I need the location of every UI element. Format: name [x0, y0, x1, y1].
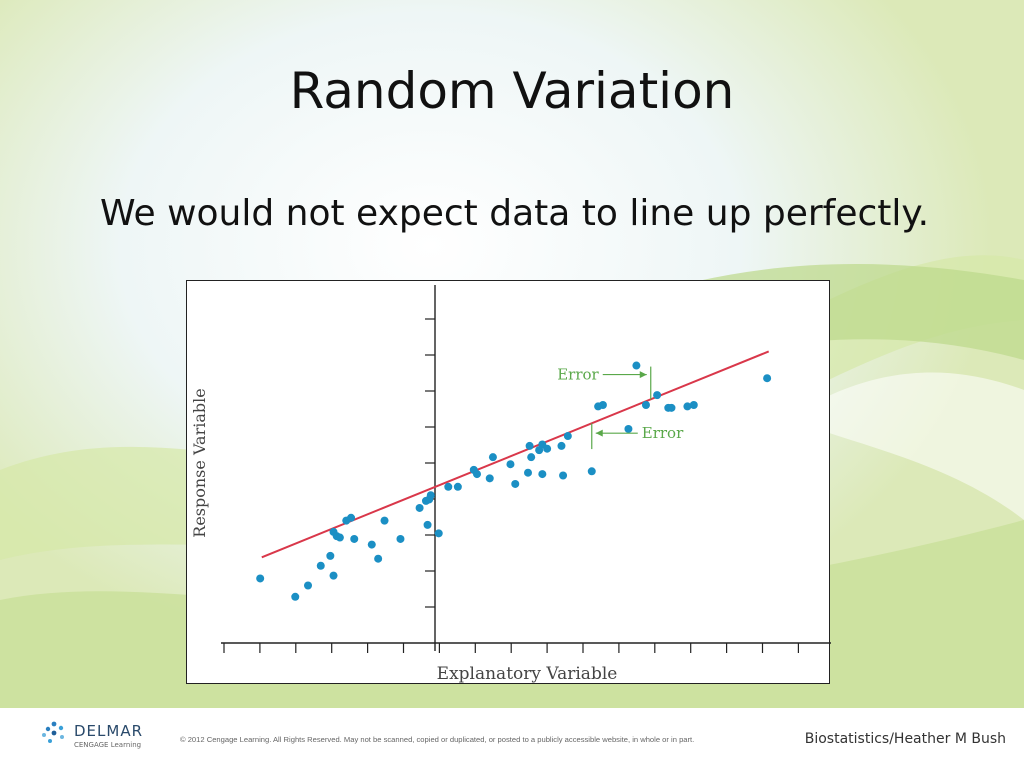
fit-line-group — [261, 350, 770, 559]
footer-bar — [0, 708, 1024, 768]
data-point — [543, 444, 552, 453]
error-label: Error — [642, 424, 684, 442]
data-point — [380, 516, 389, 525]
data-point — [453, 482, 462, 491]
data-point — [587, 467, 596, 476]
data-point — [326, 551, 335, 560]
data-point — [641, 401, 650, 410]
copyright-notice: © 2012 Cengage Learning. All Rights Rese… — [180, 735, 695, 744]
data-point — [256, 574, 265, 583]
data-points-group — [256, 361, 772, 601]
axes-group — [221, 285, 831, 653]
slide-title: Random Variation — [289, 62, 735, 120]
data-point — [423, 520, 432, 529]
data-point — [426, 491, 435, 500]
data-point — [472, 470, 481, 479]
data-point — [367, 540, 376, 549]
data-point — [485, 474, 494, 483]
data-point — [525, 441, 534, 450]
data-point — [689, 401, 698, 410]
logo-mark-icon — [42, 721, 64, 743]
data-point — [538, 470, 547, 479]
data-point — [347, 513, 356, 522]
data-point — [653, 391, 662, 400]
data-point — [335, 533, 344, 542]
y-axis-label: Response Variable — [190, 388, 209, 537]
annotations-group: Error Error — [557, 366, 684, 450]
data-point — [624, 424, 633, 433]
data-point — [291, 592, 300, 601]
logo-subtext: CENGAGE Learning — [74, 741, 142, 749]
data-point — [683, 402, 692, 411]
data-point — [667, 403, 676, 412]
x-axis-label: Explanatory Variable — [437, 664, 618, 684]
data-point — [598, 401, 607, 410]
data-point — [763, 374, 772, 383]
data-point — [415, 503, 424, 512]
author-credit: Biostatistics/Heather M Bush — [804, 731, 1006, 747]
data-point — [527, 453, 536, 462]
data-point — [563, 432, 572, 441]
data-point — [350, 534, 359, 543]
slide-subtitle: We would not expect data to line up perf… — [100, 193, 930, 234]
scatter-chart: Error Error Explanatory Variable Response… — [186, 280, 831, 684]
data-point — [524, 468, 532, 477]
data-point — [511, 479, 520, 488]
data-point — [329, 571, 338, 580]
logo-name: DELMAR — [74, 722, 144, 740]
data-point — [434, 529, 443, 538]
data-point — [557, 441, 566, 450]
data-point — [396, 534, 405, 543]
data-point — [632, 361, 641, 370]
regression-line — [261, 350, 770, 559]
scatter-plot-svg: Error Error Explanatory Variable Response… — [190, 285, 831, 684]
arrow-head-icon — [639, 371, 647, 379]
data-point — [488, 453, 497, 462]
error-label: Error — [557, 366, 599, 384]
data-point — [506, 460, 515, 469]
data-point — [304, 581, 313, 590]
delmar-logo: DELMAR CENGAGE Learning — [40, 716, 150, 756]
arrow-head-icon — [595, 429, 603, 437]
data-point — [444, 482, 453, 491]
data-point — [316, 561, 325, 570]
data-point — [374, 554, 383, 563]
data-point — [559, 471, 568, 480]
